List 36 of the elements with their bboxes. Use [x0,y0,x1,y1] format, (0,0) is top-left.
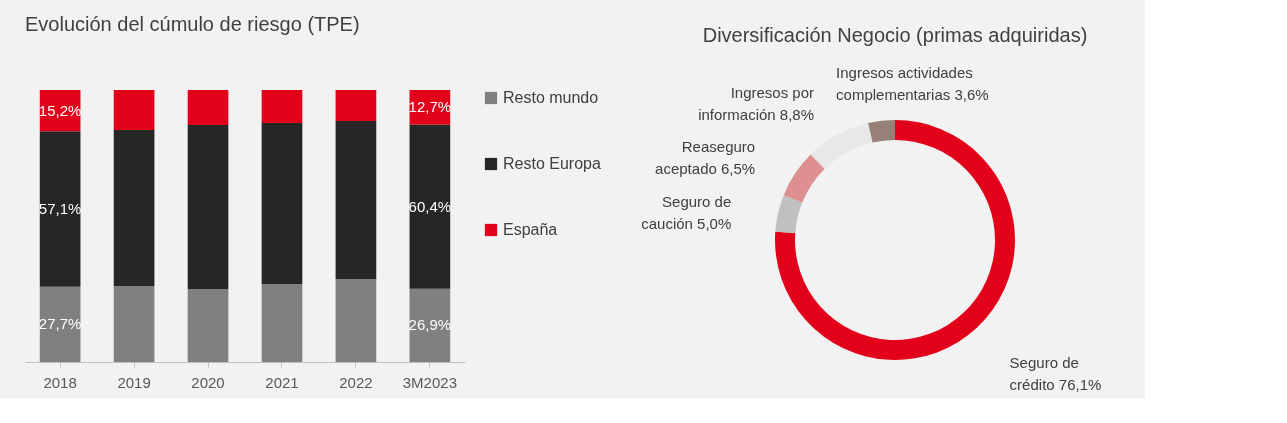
slice-label: Seguro de caución 5,0% [641,193,732,233]
bar [187,125,229,290]
slice-label: Seguro de crédito 76,1% [1009,353,1102,393]
bar [335,90,377,122]
bar [335,279,377,362]
bar [113,129,155,287]
x-tick-label: 3M2023 [402,373,457,391]
x-tick-label: 2021 [265,373,299,391]
chart-title: Diversificación Negocio (primas adquiridas) [702,24,1088,47]
x-tick-label: 2020 [191,373,225,391]
bar [261,90,303,123]
donut-slice [783,154,825,203]
x-tick-label: 2019 [117,373,151,391]
data-label: 15,2% [38,101,82,119]
bar [113,286,155,362]
donut-slice [775,120,1015,360]
chart-title: Evolución del cúmulo de riesgo (TPE) [25,13,360,35]
donut-slice [775,195,803,234]
slice-label: Ingresos por información 8,8% [698,83,815,123]
bar [409,124,451,289]
bar [113,90,155,130]
slice-label: Ingresos actividades complementarias 3,6% [836,64,989,104]
donut-slice [868,120,895,143]
bar [39,131,81,287]
bar [261,122,303,284]
bar [335,121,377,280]
bar [187,289,229,362]
x-tick-label: 2022 [339,373,373,391]
slice-label: Reaseguro aceptado 6,5% [655,137,756,177]
bar [187,90,229,126]
x-tick-label: 2018 [43,373,77,391]
legend-label: Resto Europa [503,155,601,172]
legend-label: Resto mundo [503,89,599,106]
donut-slice [810,123,873,169]
legend-label: España [503,221,558,238]
bar [261,283,303,362]
